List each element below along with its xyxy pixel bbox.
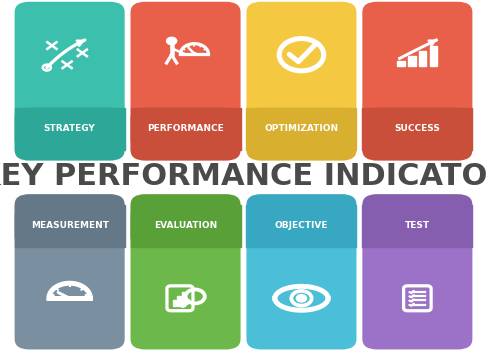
- Bar: [131, 205, 241, 247]
- FancyBboxPatch shape: [131, 194, 241, 247]
- FancyBboxPatch shape: [131, 108, 241, 161]
- Bar: [408, 56, 415, 66]
- FancyBboxPatch shape: [15, 2, 125, 150]
- Bar: [246, 205, 356, 247]
- FancyBboxPatch shape: [246, 205, 356, 349]
- Bar: [246, 108, 356, 150]
- Text: PERFORMANCE: PERFORMANCE: [147, 124, 224, 133]
- FancyBboxPatch shape: [246, 194, 356, 247]
- FancyBboxPatch shape: [362, 205, 472, 349]
- Bar: [362, 108, 472, 150]
- Bar: [362, 205, 472, 247]
- FancyBboxPatch shape: [246, 108, 356, 161]
- Bar: [15, 108, 125, 150]
- Circle shape: [193, 53, 196, 55]
- Text: SUCCESS: SUCCESS: [394, 124, 440, 133]
- Text: OBJECTIVE: OBJECTIVE: [275, 221, 328, 231]
- Text: STRATEGY: STRATEGY: [44, 124, 95, 133]
- Bar: [15, 205, 125, 247]
- Bar: [177, 296, 181, 306]
- FancyBboxPatch shape: [362, 2, 472, 150]
- FancyBboxPatch shape: [131, 2, 241, 150]
- FancyBboxPatch shape: [362, 194, 472, 247]
- Bar: [173, 300, 176, 306]
- Text: OPTIMIZATION: OPTIMIZATION: [264, 124, 338, 133]
- FancyBboxPatch shape: [362, 108, 472, 161]
- Text: KEY PERFORMANCE INDICATOR: KEY PERFORMANCE INDICATOR: [0, 162, 487, 191]
- FancyBboxPatch shape: [246, 2, 356, 150]
- FancyBboxPatch shape: [131, 205, 241, 349]
- FancyBboxPatch shape: [15, 108, 125, 161]
- FancyBboxPatch shape: [15, 205, 125, 349]
- Circle shape: [167, 37, 177, 44]
- Text: TEST: TEST: [405, 221, 430, 231]
- FancyBboxPatch shape: [15, 194, 125, 247]
- Bar: [182, 292, 185, 306]
- Circle shape: [67, 297, 72, 300]
- Text: EVALUATION: EVALUATION: [154, 221, 217, 231]
- Bar: [430, 46, 437, 66]
- Bar: [397, 61, 405, 66]
- Circle shape: [297, 295, 306, 302]
- Text: MEASUREMENT: MEASUREMENT: [31, 221, 109, 231]
- Bar: [419, 51, 427, 66]
- Bar: [131, 108, 241, 150]
